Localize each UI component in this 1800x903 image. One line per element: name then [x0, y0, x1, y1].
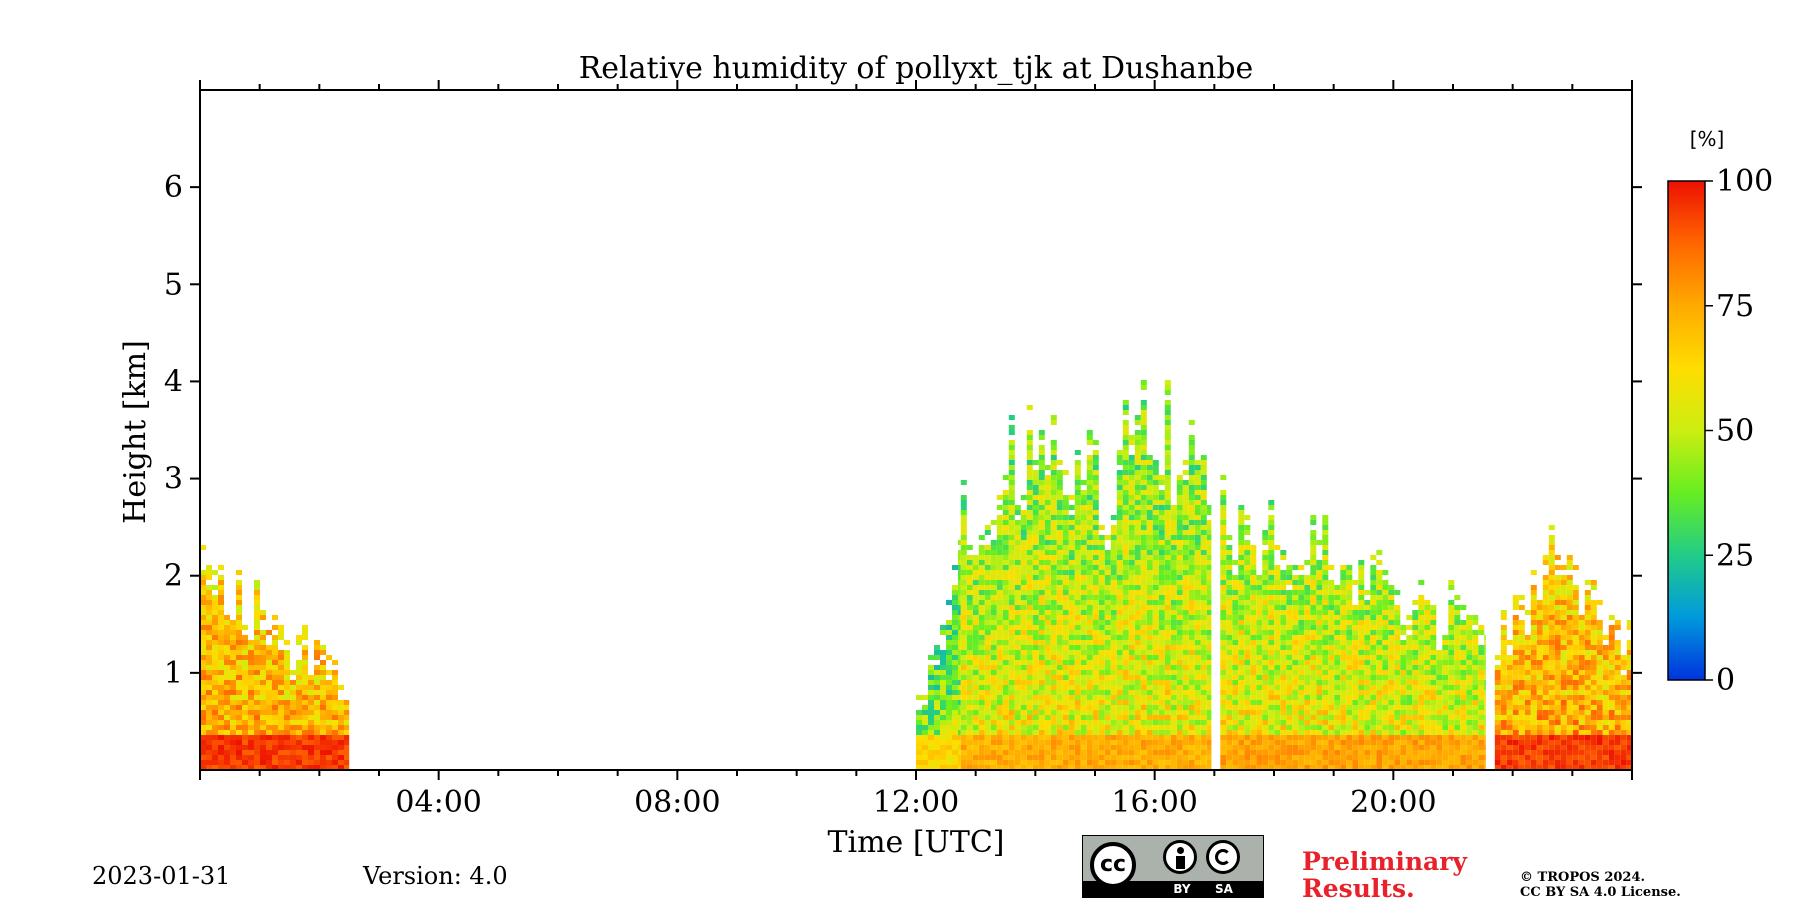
axis-ticks: 04:00 08:00 12:00 16:00 20:00 1 2 3 4 5 6: [164, 80, 1642, 820]
colorbar-unit-label: [%]: [1690, 127, 1725, 151]
x-tick-label: 12:00: [873, 785, 959, 820]
copyright-line-1: © TROPOS 2024.: [1520, 870, 1646, 885]
cc-icon: cc: [1090, 842, 1136, 888]
y-tick-label: 1: [164, 656, 183, 691]
colorbar-tick-label: 100: [1716, 164, 1773, 199]
by-label: BY: [1173, 882, 1191, 896]
data-segment-3: [1220, 475, 1486, 770]
x-tick-label: 20:00: [1350, 785, 1436, 820]
copyright-notice: © TROPOS 2024. CC BY SA 4.0 License.: [1520, 870, 1681, 900]
x-tick-label: 08:00: [634, 785, 720, 820]
y-tick-label: 2: [164, 559, 183, 594]
share-alike-icon: [1206, 840, 1240, 874]
y-tick-label: 6: [164, 170, 183, 205]
y-tick-label: 5: [164, 267, 183, 302]
heatmap-layer: [200, 380, 1632, 770]
colorbar-tick-label: 50: [1716, 414, 1754, 449]
y-tick-label: 4: [164, 364, 183, 399]
preliminary-line-1: Preliminary: [1302, 847, 1467, 876]
footer-version: Version: 4.0: [363, 862, 508, 890]
chart-title: Relative humidity of pollyxt_tjk at Dush…: [579, 51, 1254, 86]
footer-date: 2023-01-31: [92, 862, 231, 890]
colorbar-tick-label: 0: [1716, 663, 1735, 698]
data-segment-2: [960, 380, 1212, 770]
data-segment-0: [200, 545, 350, 770]
sa-label: SA: [1215, 882, 1233, 896]
x-tick-label: 04:00: [395, 785, 481, 820]
y-tick-label: 3: [164, 462, 183, 497]
license-badge[interactable]: cc BY SA: [1082, 835, 1264, 898]
colorbar-tick-label: 25: [1716, 538, 1754, 573]
preliminary-results-text: Preliminary Results.: [1302, 848, 1467, 902]
attribution-icon: [1163, 840, 1197, 874]
copyright-line-2: CC BY SA 4.0 License.: [1520, 885, 1681, 900]
data-segment-4: [1494, 525, 1632, 770]
x-tick-label: 16:00: [1111, 785, 1197, 820]
preliminary-line-2: Results.: [1302, 874, 1415, 903]
data-segment-1: [916, 540, 961, 770]
x-axis-label: Time [UTC]: [828, 825, 1005, 860]
colorbar-ticks: 0 25 50 75 100: [1705, 164, 1773, 698]
y-axis-label: Height [km]: [118, 340, 153, 524]
colorbar: [1667, 180, 1706, 681]
colorbar-tick-label: 75: [1716, 289, 1754, 324]
